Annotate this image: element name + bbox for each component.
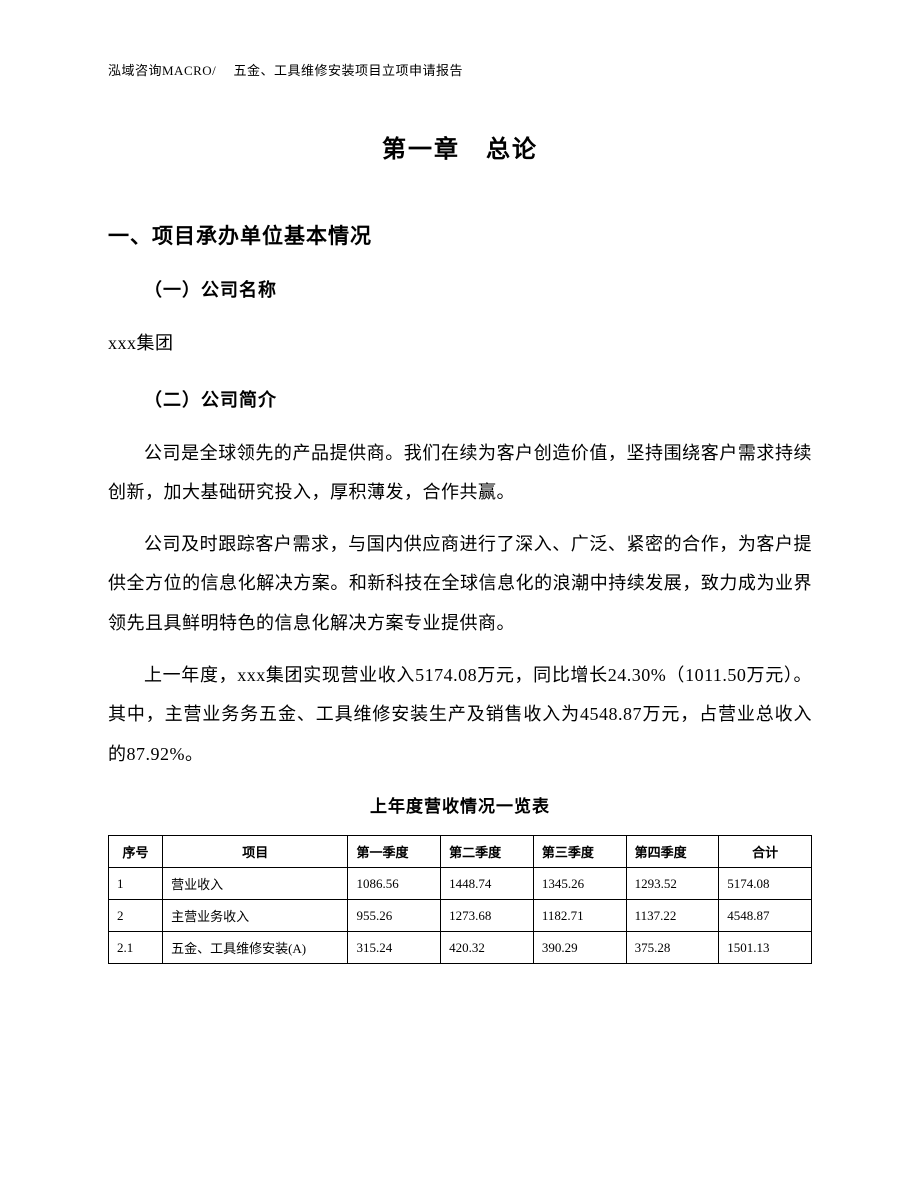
table-cell: 2.1 bbox=[109, 932, 163, 964]
table-cell: 营业收入 bbox=[163, 868, 348, 900]
paragraph-2: 公司及时跟踪客户需求，与国内供应商进行了深入、广泛、紧密的合作，为客户提供全方位… bbox=[108, 525, 812, 644]
table-cell: 主营业务收入 bbox=[163, 900, 348, 932]
table-cell: 955.26 bbox=[348, 900, 441, 932]
table-cell: 1273.68 bbox=[441, 900, 534, 932]
paragraph-1: 公司是全球领先的产品提供商。我们在续为客户创造价值，坚持围绕客户需求持续创新，加… bbox=[108, 434, 812, 513]
table-cell: 1086.56 bbox=[348, 868, 441, 900]
table-header-row: 序号 项目 第一季度 第二季度 第三季度 第四季度 合计 bbox=[109, 836, 812, 868]
table-row: 2 主营业务收入 955.26 1273.68 1182.71 1137.22 … bbox=[109, 900, 812, 932]
table-cell: 420.32 bbox=[441, 932, 534, 964]
table-header: 第一季度 bbox=[348, 836, 441, 868]
table-cell: 1182.71 bbox=[533, 900, 626, 932]
table-cell: 4548.87 bbox=[719, 900, 812, 932]
paragraph-3: 上一年度，xxx集团实现营业收入5174.08万元，同比增长24.30%（101… bbox=[108, 656, 812, 775]
table-cell: 375.28 bbox=[626, 932, 719, 964]
table-cell: 五金、工具维修安装(A) bbox=[163, 932, 348, 964]
table-cell: 1501.13 bbox=[719, 932, 812, 964]
chapter-title: 第一章 总论 bbox=[108, 129, 812, 164]
table-header: 第二季度 bbox=[441, 836, 534, 868]
revenue-table: 序号 项目 第一季度 第二季度 第三季度 第四季度 合计 1 营业收入 1086… bbox=[108, 835, 812, 964]
page-header: 泓域咨询MACRO/ 五金、工具维修安装项目立项申请报告 bbox=[108, 60, 812, 79]
table-cell: 1293.52 bbox=[626, 868, 719, 900]
table-cell: 315.24 bbox=[348, 932, 441, 964]
table-cell: 1448.74 bbox=[441, 868, 534, 900]
table-header: 第三季度 bbox=[533, 836, 626, 868]
subsection-title-2: （二）公司简介 bbox=[108, 386, 812, 412]
subsection-title-1: （一）公司名称 bbox=[108, 276, 812, 302]
company-name: xxx集团 bbox=[108, 324, 812, 364]
table-row: 1 营业收入 1086.56 1448.74 1345.26 1293.52 5… bbox=[109, 868, 812, 900]
table-cell: 5174.08 bbox=[719, 868, 812, 900]
table-cell: 1 bbox=[109, 868, 163, 900]
table-cell: 390.29 bbox=[533, 932, 626, 964]
table-header: 序号 bbox=[109, 836, 163, 868]
table-row: 2.1 五金、工具维修安装(A) 315.24 420.32 390.29 37… bbox=[109, 932, 812, 964]
table-cell: 1345.26 bbox=[533, 868, 626, 900]
table-cell: 1137.22 bbox=[626, 900, 719, 932]
table-header: 第四季度 bbox=[626, 836, 719, 868]
table-cell: 2 bbox=[109, 900, 163, 932]
table-header: 项目 bbox=[163, 836, 348, 868]
section-title: 一、项目承办单位基本情况 bbox=[108, 220, 812, 250]
table-title: 上年度营收情况一览表 bbox=[108, 792, 812, 817]
table-header: 合计 bbox=[719, 836, 812, 868]
